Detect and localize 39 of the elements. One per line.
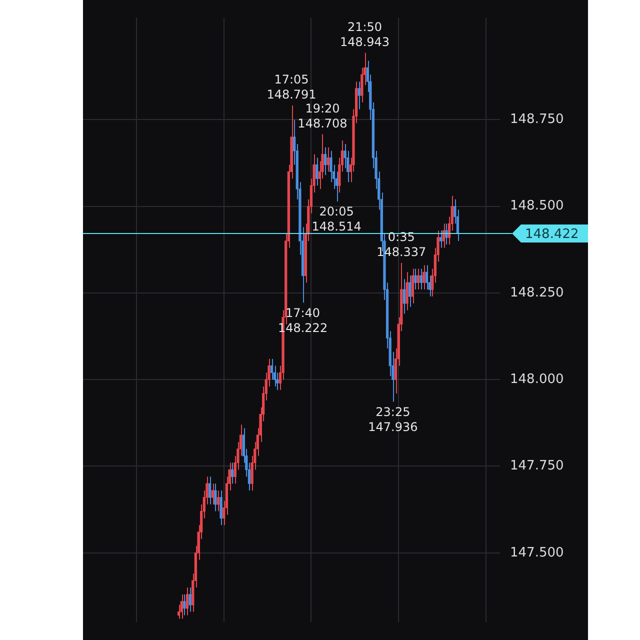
annotation: 21:50 148.943 [340, 20, 390, 49]
y-tick-label: 148.750 [510, 112, 564, 128]
candlestick [358, 81, 360, 110]
y-tick-label: 148.500 [510, 198, 564, 214]
candlestick [316, 157, 318, 186]
candlestick [183, 594, 186, 616]
y-tick-label: 148.000 [510, 372, 564, 387]
y-tick-label: 147.500 [510, 545, 564, 560]
candlestick [411, 268, 414, 304]
y-tick-label: 148.250 [510, 285, 564, 300]
candlestick [214, 483, 217, 512]
candlestick [188, 587, 192, 612]
candlestick [408, 275, 412, 308]
candlestick [445, 223, 448, 245]
candlestick [422, 264, 426, 290]
candlestick [416, 268, 420, 290]
ref-line-label: 148.422 [525, 226, 579, 242]
candlestick [177, 604, 180, 620]
candlestick [414, 268, 417, 290]
candlestick [440, 230, 442, 248]
candlestick [208, 476, 212, 505]
candlestick [186, 587, 189, 616]
candlestick [420, 268, 422, 290]
annotation: 23:25 147.936 [368, 404, 418, 434]
annotation: 20:05 148.514 [312, 204, 362, 234]
y-tick-label: 147.750 [510, 458, 564, 474]
candlestick [326, 146, 330, 172]
annotation: 19:20 148.708 [298, 101, 348, 130]
candlestick [180, 594, 183, 620]
candlestick [270, 358, 274, 380]
candlestick [402, 278, 406, 314]
candlestick [216, 490, 220, 512]
candlestick [324, 146, 327, 176]
candlestick [231, 462, 234, 484]
candlestick [406, 272, 408, 311]
annotation: 17:05 148.791 [266, 72, 316, 102]
candlestick [220, 490, 222, 526]
candlestick [211, 483, 214, 505]
candlestick [425, 264, 428, 290]
